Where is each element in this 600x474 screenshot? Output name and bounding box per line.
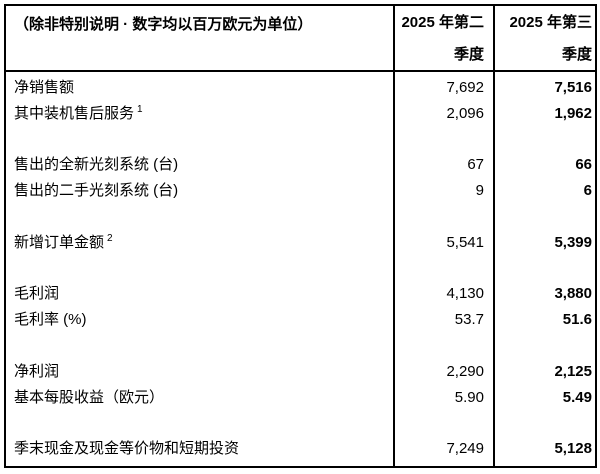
column-separator-2 xyxy=(493,6,495,466)
value-q3: 3,880 xyxy=(554,285,592,303)
header-col-q3-line1: 2025 年第三 xyxy=(509,14,592,31)
table-row-used-systems-sold: 售出的二手光刻系统 (台) 9 6 xyxy=(6,178,595,204)
value-q2: 2,096 xyxy=(446,104,484,122)
row-label-text: 其中装机售后服务 xyxy=(14,104,135,122)
header-col-q3-2025: 2025 年第三 季度 xyxy=(496,6,595,71)
value-q3: 6 xyxy=(583,182,592,200)
value-q2: 7,249 xyxy=(446,440,484,458)
table-row-installed-base-service: 其中装机售后服务 1 2,096 1,962 xyxy=(6,101,595,127)
header-col-q2-2025: 2025 年第二 季度 xyxy=(393,6,496,71)
table-row-basic-eps: 基本每股收益（欧元） 5.90 5.49 xyxy=(6,385,595,411)
footnote-1-marker: 1 xyxy=(137,103,143,115)
table-row-blank xyxy=(6,410,595,436)
row-label: 净利润 xyxy=(14,362,60,380)
value-q3: 5,128 xyxy=(554,440,592,458)
footnote-2-marker: 2 xyxy=(107,232,113,244)
table-row-blank xyxy=(6,204,595,230)
table-body: 净销售额 7,692 7,516 其中装机售后服务 1 2,096 1,962 售… xyxy=(6,72,595,466)
financial-results-table: （除非特别说明 · 数字均以百万欧元为单位） 2025 年第二 季度 2025 … xyxy=(4,4,597,468)
row-label: 其中装机售后服务 1 xyxy=(6,101,393,127)
row-label: 毛利润 xyxy=(14,285,60,303)
value-q3: 7,516 xyxy=(554,79,592,96)
row-label: 售出的全新光刻系统 (台) xyxy=(14,156,179,174)
table-row-blank xyxy=(6,333,595,359)
value-q3: 1,962 xyxy=(554,104,592,122)
value-q3: 2,125 xyxy=(554,362,592,380)
value-q2: 4,130 xyxy=(446,285,484,303)
value-q3: 5.49 xyxy=(562,388,592,406)
header-units-note: （除非特别说明 · 数字均以百万欧元为单位） xyxy=(14,16,313,33)
table-row-net-bookings: 新增订单金额 2 5,541 5,399 xyxy=(6,230,595,256)
table-row-blank xyxy=(6,256,595,282)
row-label-text: 新增订单金额 xyxy=(14,233,105,251)
header-col-q2-line1: 2025 年第二 xyxy=(401,14,484,31)
value-q3: 66 xyxy=(575,156,592,174)
row-label: 售出的二手光刻系统 (台) xyxy=(14,182,179,200)
value-q2: 2,290 xyxy=(446,362,484,380)
value-q3: 5,399 xyxy=(554,233,592,251)
row-label: 季末现金及现金等价物和短期投资 xyxy=(14,440,240,458)
value-q2: 7,692 xyxy=(446,79,484,96)
row-label: 新增订单金额 2 xyxy=(6,230,393,256)
row-label: 毛利率 (%) xyxy=(14,311,87,329)
header-col-q3-line2: 季度 xyxy=(561,46,592,63)
header-col-q2-line2: 季度 xyxy=(453,46,484,63)
table-row-new-systems-sold: 售出的全新光刻系统 (台) 67 66 xyxy=(6,152,595,178)
value-q2: 53.7 xyxy=(454,311,484,329)
table-row-net-sales: 净销售额 7,692 7,516 xyxy=(6,75,595,101)
column-separator-1 xyxy=(393,6,395,466)
table-row-gross-profit: 毛利润 4,130 3,880 xyxy=(6,281,595,307)
value-q2: 5.90 xyxy=(454,388,484,406)
table-row-net-income: 净利润 2,290 2,125 xyxy=(6,359,595,385)
table-row-blank xyxy=(6,127,595,153)
value-q2: 5,541 xyxy=(446,233,484,251)
value-q2: 67 xyxy=(467,156,484,174)
row-label: 净销售额 xyxy=(14,79,75,96)
table-row-end-of-quarter-cash: 季末现金及现金等价物和短期投资 7,249 5,128 xyxy=(6,436,595,466)
table-row-gross-margin: 毛利率 (%) 53.7 51.6 xyxy=(6,307,595,333)
value-q2: 9 xyxy=(475,182,484,200)
row-label: 基本每股收益（欧元） xyxy=(14,388,165,406)
value-q3: 51.6 xyxy=(562,311,592,329)
table-header-row: （除非特别说明 · 数字均以百万欧元为单位） 2025 年第二 季度 2025 … xyxy=(6,6,595,72)
